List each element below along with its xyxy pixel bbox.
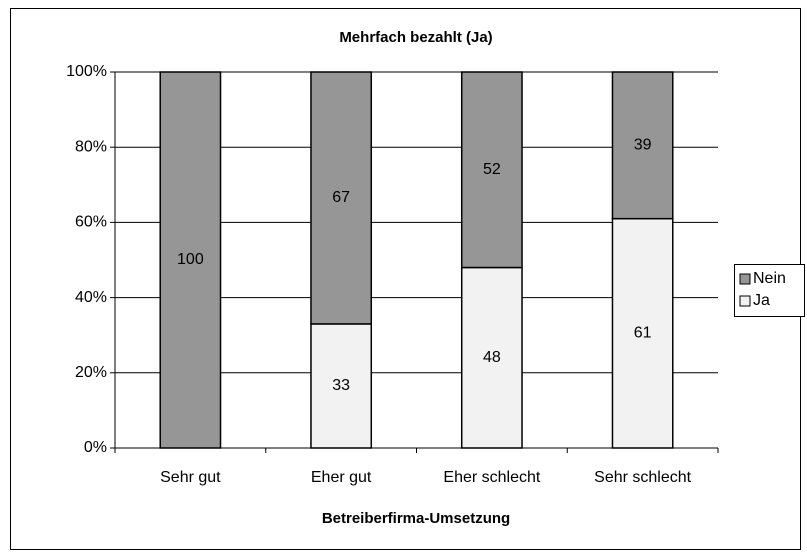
- y-tick-label: 0%: [84, 439, 107, 456]
- legend-box: [734, 264, 805, 317]
- chart-title: Mehrfach bezahlt (Ja): [339, 29, 492, 46]
- bar-segment: [159, 71, 222, 449]
- x-tick-label: Sehr schlecht: [594, 469, 691, 486]
- data-label: 100: [177, 251, 204, 268]
- x-tick-label: Sehr gut: [160, 469, 221, 486]
- y-tick-label: 100%: [66, 63, 107, 80]
- x-tick-label: Eher gut: [311, 469, 372, 486]
- bar-segment: [310, 71, 373, 325]
- bar-segment: [460, 71, 523, 269]
- legend-label: Ja: [753, 292, 770, 309]
- x-tick-label: Eher schlecht: [443, 469, 540, 486]
- data-label: 67: [332, 189, 350, 206]
- legend-swatch: [739, 273, 751, 285]
- y-tick-label: 60%: [75, 214, 107, 231]
- bar-segment: [460, 266, 523, 449]
- x-axis-title: Betreiberfirma-Umsetzung: [322, 510, 510, 527]
- y-tick-label: 80%: [75, 138, 107, 155]
- legend-swatch: [739, 295, 751, 307]
- y-tick-label: 40%: [75, 289, 107, 306]
- legend-label: Nein: [753, 270, 786, 287]
- data-label: 33: [332, 377, 350, 394]
- data-label: 61: [634, 325, 652, 342]
- bar-segment: [310, 323, 373, 449]
- data-label: 48: [483, 349, 501, 366]
- bar-segment: [611, 71, 674, 220]
- data-label: 39: [634, 137, 652, 154]
- data-label: 52: [483, 161, 501, 178]
- bar-segment: [611, 217, 674, 449]
- y-tick-label: 20%: [75, 364, 107, 381]
